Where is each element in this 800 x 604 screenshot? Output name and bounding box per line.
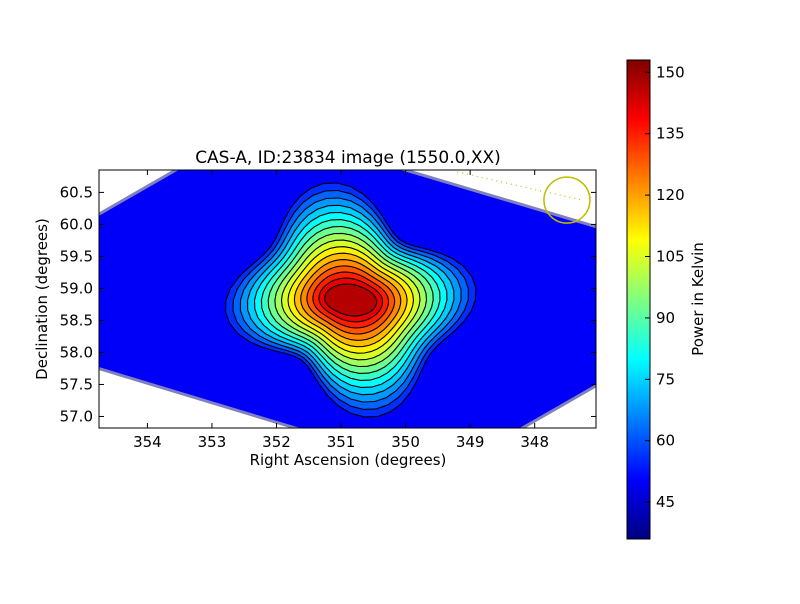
y-tick-label: 59.5 — [60, 247, 93, 265]
axes-frame — [98, 169, 597, 429]
contour-line — [232, 189, 469, 410]
y-tick-label: 60.0 — [60, 215, 93, 233]
y-tick-label: 57.5 — [60, 375, 93, 393]
x-tick-label: 352 — [262, 433, 291, 451]
colorbar-gradient — [626, 59, 651, 540]
x-tick-label: 354 — [133, 433, 162, 451]
contour-line — [324, 283, 378, 317]
contour-lines — [225, 182, 477, 418]
contour-line — [247, 204, 455, 396]
contour-line — [306, 265, 396, 335]
source-marker-circle — [543, 176, 591, 224]
x-axis-label: Right Ascension (degrees) — [250, 451, 447, 469]
contour-line — [239, 197, 462, 403]
contour-line — [312, 271, 390, 329]
contour-line — [300, 259, 402, 341]
colorbar-tick-label: 120 — [656, 186, 685, 204]
contour-line — [225, 182, 477, 418]
y-tick-label: 57.0 — [60, 407, 93, 425]
colorbar-tick-label: 150 — [656, 63, 685, 81]
y-tick-label: 58.0 — [60, 343, 93, 361]
contour-line — [280, 239, 421, 361]
x-tick-label: 351 — [327, 433, 356, 451]
x-tick-label: 350 — [391, 433, 420, 451]
x-axis-ticks: 354 353 352 351 350 349 348 — [133, 170, 549, 451]
contour-line — [260, 219, 441, 381]
y-tick-label: 58.5 — [60, 311, 93, 329]
x-tick-label: 348 — [520, 433, 549, 451]
x-tick-label: 353 — [198, 433, 227, 451]
x-tick-label: 349 — [456, 433, 485, 451]
colorbar-ticks: 45 60 75 90 105 120 135 150 — [645, 63, 685, 511]
y-axis-label: Declination (degrees) — [33, 218, 51, 380]
y-axis-ticks: 57.0 57.5 58.0 58.5 59.0 59.5 60.0 60.5 — [60, 183, 596, 425]
y-tick-label: 60.5 — [60, 183, 93, 201]
intensity-level — [324, 284, 377, 316]
chart-title: CAS-A, ID:23834 image (1550.0,XX) — [195, 148, 501, 168]
source-marker — [457, 171, 591, 224]
y-tick-label: 59.0 — [60, 279, 93, 297]
contour-line — [287, 246, 415, 354]
map-axes: 354 353 352 351 350 349 348 57.0 57.5 58.0 58.5 59… — [33, 148, 597, 469]
contour-line — [267, 225, 434, 374]
contour-line — [293, 252, 408, 348]
contour-line — [274, 232, 428, 368]
colorbar-tick-label: 45 — [656, 493, 675, 511]
colorbar-tick-label: 105 — [656, 248, 685, 266]
colorbar-tick-label: 75 — [656, 370, 675, 388]
colorbar-tick-label: 135 — [656, 125, 685, 143]
colorbar: 45 60 75 90 105 120 135 150 Power in Kelvin — [626, 59, 707, 540]
colorbar-label: Power in Kelvin — [689, 242, 707, 356]
contour-line — [318, 277, 384, 323]
contour-line — [253, 211, 448, 388]
colorbar-tick-label: 60 — [656, 432, 675, 450]
colorbar-tick-label: 90 — [656, 309, 675, 327]
